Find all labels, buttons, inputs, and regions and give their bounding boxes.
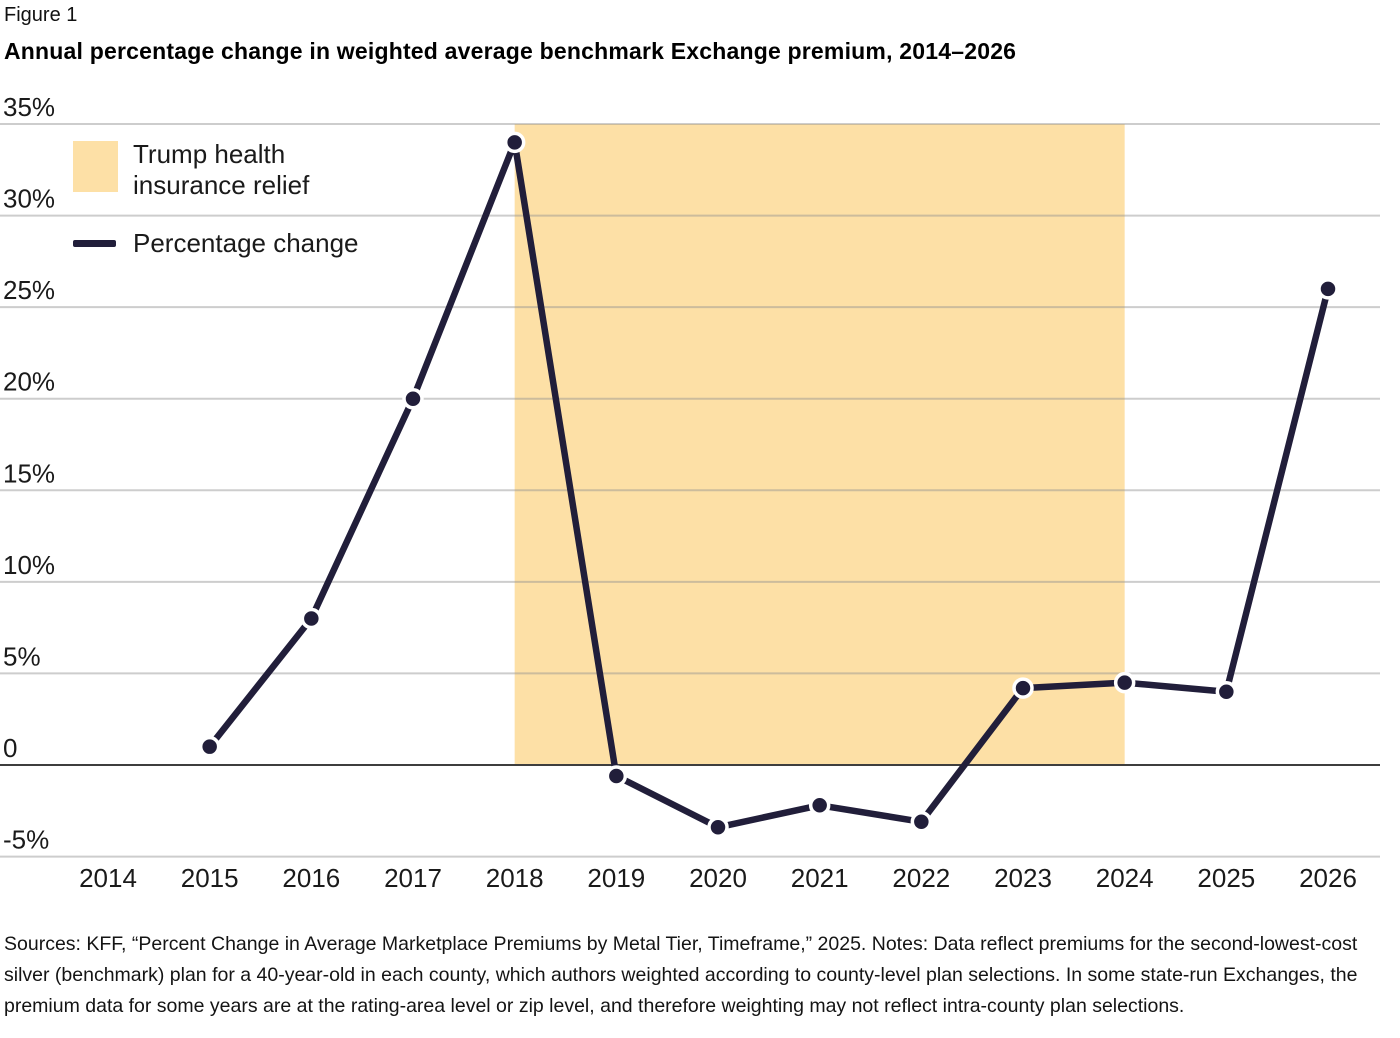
x-tick-2015: 2015 bbox=[181, 863, 239, 893]
y-tick-35%: 35% bbox=[3, 92, 55, 122]
data-point-2020 bbox=[707, 816, 729, 839]
legend-label-trump-relief: Trump health insurance relief bbox=[133, 139, 309, 201]
y-tick-5%: 5% bbox=[3, 641, 41, 671]
x-tick-2025: 2025 bbox=[1197, 863, 1255, 893]
x-tick-2016: 2016 bbox=[282, 863, 340, 893]
chart-title: Annual percentage change in weighted ave… bbox=[4, 38, 1017, 64]
x-tick-2023: 2023 bbox=[994, 863, 1052, 893]
data-point-2015 bbox=[198, 735, 221, 758]
x-tick-2021: 2021 bbox=[791, 863, 849, 893]
data-point-2024 bbox=[1113, 671, 1136, 694]
y-tick-10%: 10% bbox=[3, 550, 55, 580]
data-point-2017 bbox=[402, 387, 424, 410]
data-point-2021 bbox=[808, 794, 831, 817]
data-point-2023 bbox=[1012, 677, 1034, 699]
data-point-2022 bbox=[910, 811, 933, 833]
trump-relief-band bbox=[514, 124, 1125, 765]
chart-canvas: 35% 30% 25% 20% 15% 10% 5% 0 -5% 2014 2015 2016 2017… bbox=[0, 92, 1380, 893]
x-tick-2014: 2014 bbox=[79, 863, 137, 893]
y-tick-15%: 15% bbox=[3, 458, 55, 488]
data-point-2026 bbox=[1317, 278, 1339, 300]
percentage-change-line bbox=[206, 139, 1332, 831]
legend-label-percentage-change: Percentage change bbox=[133, 228, 359, 258]
data-point-2018 bbox=[503, 131, 526, 154]
source-notes: Sources: KFF, “Percent Change in Average… bbox=[4, 933, 1358, 1017]
x-tick-2019: 2019 bbox=[587, 863, 645, 893]
y-tick-25%: 25% bbox=[3, 275, 55, 305]
x-tick-2022: 2022 bbox=[892, 863, 950, 893]
area-swatch-icon bbox=[73, 141, 118, 192]
legend-label-line1: Trump health bbox=[133, 139, 286, 169]
x-tick-2020: 2020 bbox=[689, 863, 747, 893]
y-tick--5%: -5% bbox=[3, 825, 49, 855]
data-point-2016 bbox=[300, 607, 323, 630]
x-tick-2026: 2026 bbox=[1299, 863, 1357, 893]
legend-label-line2: insurance relief bbox=[133, 170, 310, 200]
x-tick-2018: 2018 bbox=[486, 863, 544, 893]
y-tick-30%: 30% bbox=[3, 184, 55, 214]
data-point-2025 bbox=[1215, 680, 1238, 703]
y-tick-0: 0 bbox=[3, 733, 17, 763]
x-tick-2024: 2024 bbox=[1096, 863, 1154, 893]
data-point-2019 bbox=[605, 765, 628, 787]
y-tick-20%: 20% bbox=[3, 367, 55, 397]
x-tick-2017: 2017 bbox=[384, 863, 442, 893]
line-swatch-icon bbox=[73, 240, 116, 247]
figure-label: Figure 1 bbox=[4, 4, 78, 26]
